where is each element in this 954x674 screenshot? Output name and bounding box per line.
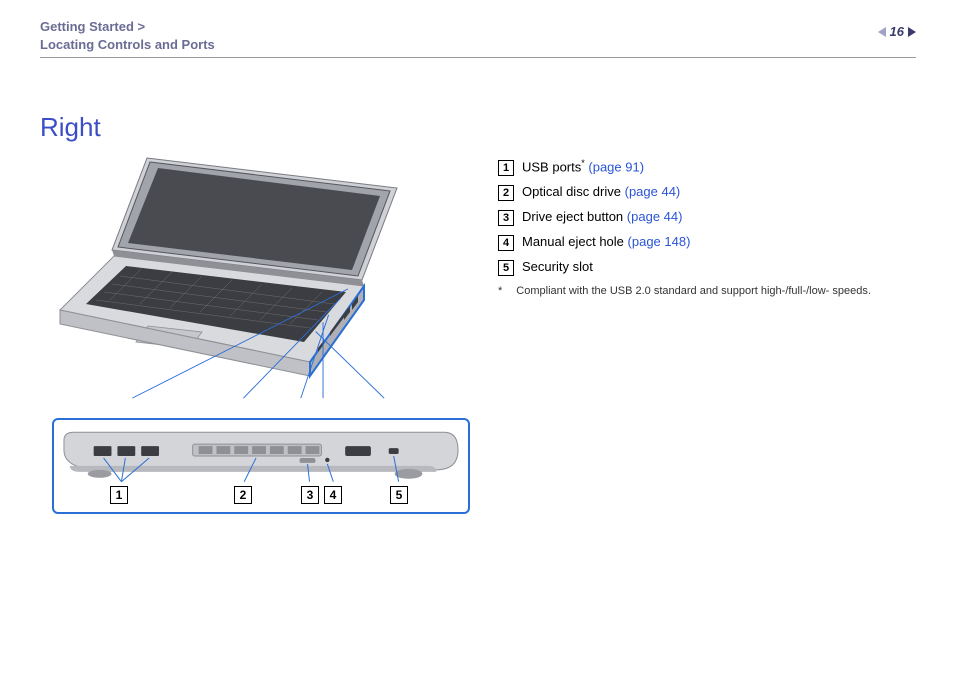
legend-link-4[interactable]: (page 148) (628, 234, 691, 249)
footnote-text: Compliant with the USB 2.0 standard and … (516, 283, 871, 301)
callout-3: 3 (301, 486, 319, 504)
callout-5: 5 (390, 486, 408, 504)
port-detail-svg (60, 426, 462, 484)
legend: 1 USB ports* (page 91) 2 Optical disc dr… (498, 156, 871, 301)
legend-footnote: * Compliant with the USB 2.0 standard an… (498, 283, 871, 301)
footnote-mark: * (498, 283, 502, 301)
legend-link-3[interactable]: (page 44) (627, 209, 683, 224)
callout-4: 4 (324, 486, 342, 504)
legend-link-1[interactable]: (page 91) (588, 159, 644, 174)
callout-1: 1 (110, 486, 128, 504)
legend-num-3: 3 (498, 210, 514, 226)
legend-row-3: 3 Drive eject button (page 44) (498, 207, 871, 228)
legend-text-2: Optical disc drive (page 44) (522, 182, 680, 203)
legend-num-1: 1 (498, 160, 514, 176)
page-number: 16 (890, 24, 904, 39)
legend-label-4: Manual eject hole (522, 234, 624, 249)
port-detail-frame: 1 2 3 4 5 (52, 418, 470, 514)
legend-num-5: 5 (498, 260, 514, 276)
legend-label-5: Security slot (522, 259, 593, 274)
legend-label-1: USB ports (522, 159, 581, 174)
callout-row: 1 2 3 4 5 (54, 486, 468, 508)
callout-2: 2 (234, 486, 252, 504)
page-header: Getting Started > Locating Controls and … (40, 18, 916, 58)
page-nav: 16 (878, 24, 916, 39)
legend-row-1: 1 USB ports* (page 91) (498, 156, 871, 178)
legend-num-4: 4 (498, 235, 514, 251)
breadcrumb-line1: Getting Started > (40, 18, 916, 36)
legend-link-2[interactable]: (page 44) (625, 184, 681, 199)
legend-num-2: 2 (498, 185, 514, 201)
figure-area: 1 2 3 4 5 (52, 150, 470, 530)
breadcrumb-line2: Locating Controls and Ports (40, 36, 916, 54)
next-page-icon[interactable] (908, 27, 916, 37)
laptop-illustration (52, 150, 470, 400)
section-title: Right (40, 112, 101, 143)
breadcrumb: Getting Started > Locating Controls and … (40, 18, 916, 54)
legend-label-2: Optical disc drive (522, 184, 621, 199)
legend-text-4: Manual eject hole (page 148) (522, 232, 690, 253)
prev-page-icon[interactable] (878, 27, 886, 37)
laptop-svg (52, 150, 470, 400)
legend-label-3: Drive eject button (522, 209, 623, 224)
legend-row-4: 4 Manual eject hole (page 148) (498, 232, 871, 253)
legend-text-1: USB ports* (page 91) (522, 156, 644, 178)
legend-text-3: Drive eject button (page 44) (522, 207, 682, 228)
legend-row-5: 5 Security slot (498, 257, 871, 278)
legend-row-2: 2 Optical disc drive (page 44) (498, 182, 871, 203)
legend-text-5: Security slot (522, 257, 593, 278)
legend-sup-1: * (581, 158, 585, 168)
